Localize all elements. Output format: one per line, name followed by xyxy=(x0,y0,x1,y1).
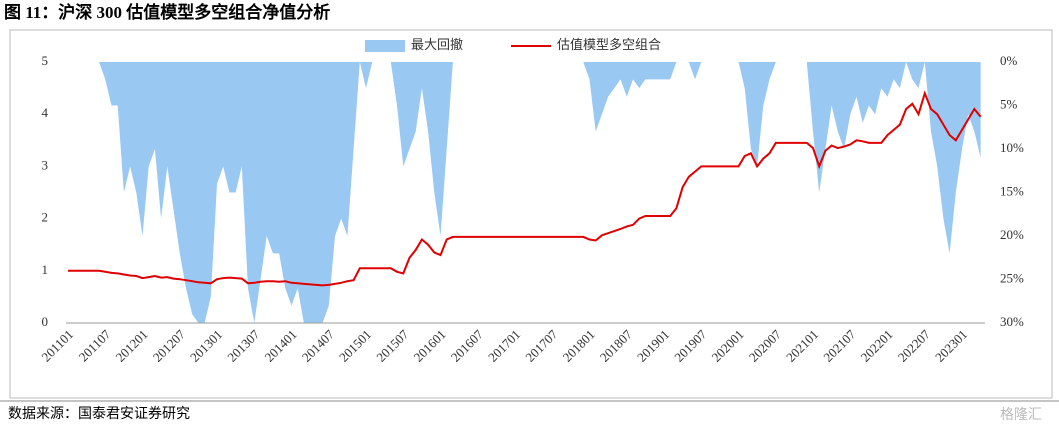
x-tick-label: 201507 xyxy=(373,326,412,365)
x-tick-label: 201201 xyxy=(113,327,151,365)
x-tick-label: 201501 xyxy=(336,327,374,365)
y2-tick-label: 20% xyxy=(1000,227,1024,242)
x-tick-label: 201101 xyxy=(38,327,76,365)
y-tick-label: 0 xyxy=(42,314,49,329)
x-tick-label: 202007 xyxy=(746,326,785,365)
x-tick-label: 201801 xyxy=(560,327,598,365)
drawdown-area xyxy=(68,62,981,323)
x-tick-label: 201701 xyxy=(485,327,523,365)
source: 数据来源：国泰君安证券研究 xyxy=(8,406,190,422)
y2-tick-label: 10% xyxy=(1000,140,1024,155)
x-tick-label: 202301 xyxy=(932,327,970,365)
y2-tick-label: 25% xyxy=(1000,270,1024,285)
x-tick-label: 201901 xyxy=(634,327,672,365)
x-tick-label: 202107 xyxy=(820,326,859,365)
chart-frame xyxy=(9,29,1053,399)
x-tick-label: 201207 xyxy=(150,326,189,365)
y-tick-label: 3 xyxy=(42,157,49,172)
x-tick-label: 201807 xyxy=(597,326,636,365)
nav-line xyxy=(68,90,982,287)
chart-title: 图 11：沪深 300 估值模型多空组合净值分析 xyxy=(4,2,330,22)
x-tick-label: 201407 xyxy=(299,326,338,365)
x-tick-label: 201301 xyxy=(187,327,225,365)
y-tick-label: 5 xyxy=(42,53,49,68)
x-tick-label: 202001 xyxy=(709,327,747,365)
x-tick-label: 202201 xyxy=(858,327,896,365)
plot xyxy=(68,62,982,323)
x-tick-label: 201307 xyxy=(224,326,263,365)
y-tick-label: 1 xyxy=(42,262,49,277)
x-tick-label: 201607 xyxy=(448,326,487,365)
x-tick-label: 202207 xyxy=(895,326,934,365)
y2-tick-label: 30% xyxy=(1000,314,1024,329)
x-tick-label: 201601 xyxy=(411,327,449,365)
x-tick-label: 201107 xyxy=(76,326,114,364)
x-tick-label: 201401 xyxy=(262,327,300,365)
x-tick-label: 201907 xyxy=(671,326,710,365)
y2-tick-label: 5% xyxy=(1000,96,1018,111)
watermark: 格隆汇 xyxy=(1000,407,1042,423)
legend-label: 估值模型多空组合 xyxy=(557,37,661,52)
y-tick-label: 4 xyxy=(42,105,49,120)
y2-tick-label: 0% xyxy=(1000,53,1018,68)
legend-label: 最大回撤 xyxy=(411,37,463,52)
y2-tick-label: 15% xyxy=(1000,183,1024,198)
legend-swatch xyxy=(365,40,405,52)
y-tick-label: 2 xyxy=(42,210,49,225)
x-tick-label: 201707 xyxy=(522,326,561,365)
x-tick-label: 202101 xyxy=(783,327,821,365)
